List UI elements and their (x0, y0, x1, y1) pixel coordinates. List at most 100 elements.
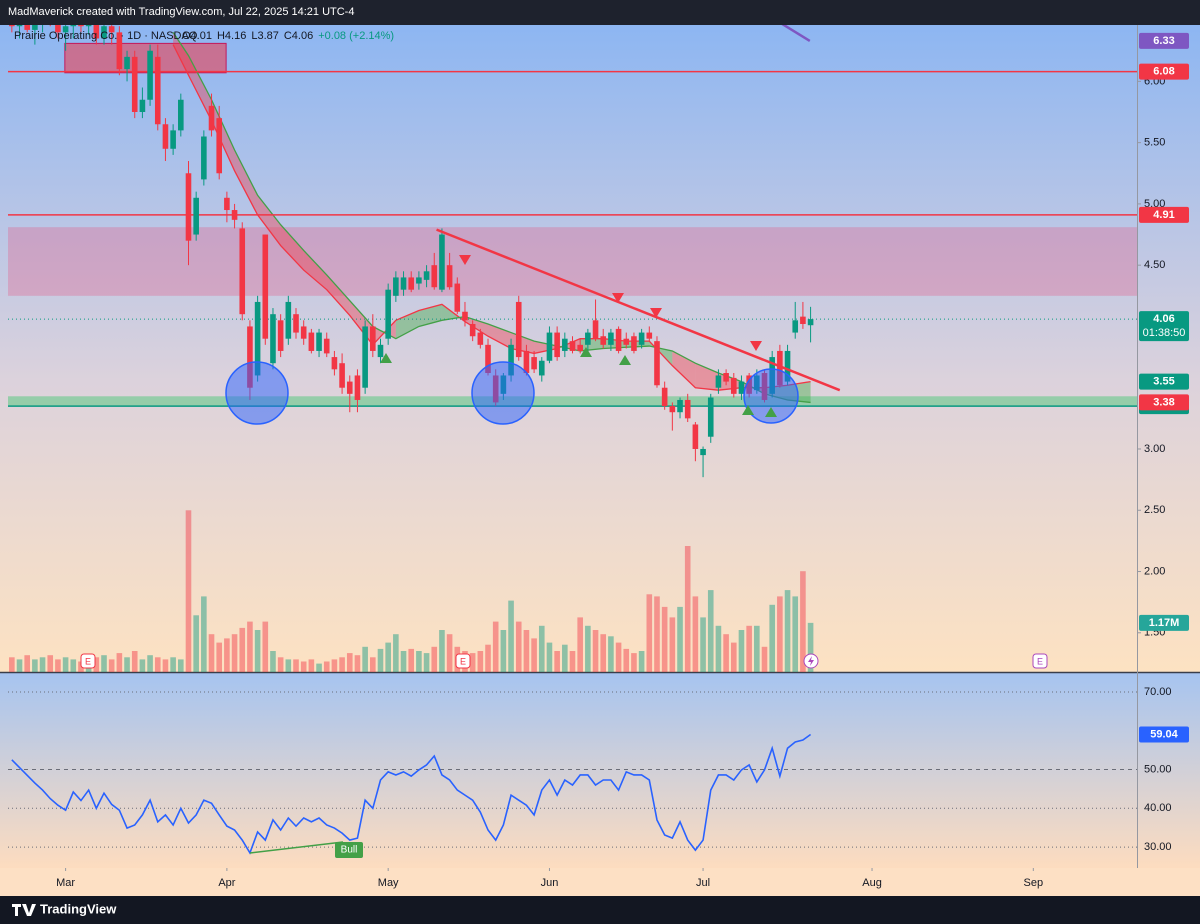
rsi-tick-label: 40.00 (1144, 802, 1172, 814)
candle-body (93, 25, 100, 39)
header-bar (0, 0, 1200, 25)
ribbon-fill (173, 32, 189, 76)
volume-tag (1139, 614, 1189, 631)
candle-body (193, 197, 199, 235)
price-tag (1139, 206, 1189, 223)
volume-bar (285, 659, 292, 672)
volume-bar (723, 634, 729, 672)
sell-signal (650, 308, 662, 318)
fast-ma-tag-label: 3.55 (1153, 375, 1174, 387)
candle-body (638, 332, 645, 345)
axes: Prairie Operating Co. · 1D · NASDAQO4.01… (14, 30, 1189, 889)
volume-bar (270, 651, 276, 672)
volume-bar (362, 646, 368, 672)
buy-signal (380, 353, 392, 363)
candle-body (684, 399, 691, 419)
candle-body (147, 50, 153, 100)
rsi-tag-label: 59.04 (1150, 728, 1178, 740)
volume-bar (201, 596, 207, 672)
last-price-tag-label: 4.06 (1153, 313, 1174, 325)
candle-body (247, 326, 253, 388)
highlight-circle (743, 368, 799, 424)
candle-body (139, 99, 146, 113)
volume-bar (293, 659, 299, 672)
candle-body (131, 56, 138, 113)
candle-body (546, 332, 553, 361)
volume-bar (55, 659, 61, 672)
volume-bar (262, 621, 269, 672)
candle-body (677, 399, 683, 413)
candle-body (562, 338, 568, 351)
ribbon-fill (672, 350, 696, 388)
event-label: E (1037, 656, 1043, 666)
candle-body (807, 319, 814, 326)
candle-body (201, 136, 207, 180)
candle-body (792, 320, 799, 333)
candle-body (700, 448, 706, 456)
candle-body (55, 25, 61, 33)
volume-bar (370, 657, 376, 672)
price-tag (1139, 63, 1189, 80)
candle-body (116, 32, 123, 70)
divergence-label: Bull (341, 845, 358, 856)
candle-body (608, 332, 614, 345)
candle-body (208, 105, 215, 131)
volume-bar (300, 661, 307, 672)
candle-body (592, 320, 599, 339)
rsi-pane (0, 673, 1200, 868)
event-marker (1032, 653, 1048, 669)
candle-body (715, 375, 722, 388)
volume-bar (24, 655, 31, 672)
candle-body (323, 338, 330, 354)
candle-body (308, 332, 315, 351)
volume-bar (554, 651, 560, 672)
candle-body (585, 332, 591, 345)
volume-bar (147, 655, 153, 672)
volume-tag-label: 1.17M (1149, 617, 1180, 629)
candle-body (431, 265, 438, 288)
sell-signal (612, 293, 624, 303)
volume-bar (738, 630, 745, 672)
highlight-circle (471, 361, 535, 425)
candle-body (623, 338, 630, 345)
rsi-tick-label: 70.00 (1144, 686, 1172, 698)
candle-body (577, 344, 583, 351)
candle-body (408, 277, 415, 290)
ribbon-fast-line (172, 44, 811, 391)
candle-body (554, 332, 560, 358)
candle-body (270, 314, 276, 364)
slow-ma-tag-label: 3.38 (1153, 396, 1174, 408)
volume-bar (323, 661, 330, 672)
legend-title: Prairie Operating Co. · 1D · NASDAQ (14, 30, 198, 42)
candle-body (108, 26, 115, 33)
volume-bar (585, 625, 591, 672)
volume-bar (523, 630, 530, 672)
candle-body (78, 25, 84, 27)
volume-bar (446, 634, 453, 672)
candle-body (231, 210, 238, 220)
ribbon-fill (326, 274, 350, 316)
y-tick-label: 5.00 (1144, 198, 1165, 210)
candle-body (631, 336, 637, 351)
sell-signal (459, 255, 471, 265)
countdown: 01:38:50 (1143, 327, 1186, 339)
volume-bar (631, 653, 637, 672)
candle-body (446, 265, 453, 288)
volume-bar (231, 634, 238, 672)
volume-bar (254, 630, 261, 672)
volume-bar (408, 648, 415, 672)
time-axis (0, 868, 1200, 896)
candle-body (124, 56, 130, 70)
sell-signal (750, 341, 762, 351)
divergence-line (249, 841, 344, 854)
candle-body (70, 25, 77, 27)
candle-body (24, 25, 31, 30)
candle-body (730, 377, 737, 394)
event-marker (80, 653, 96, 669)
ribbon-fill (464, 316, 489, 337)
last-price-tag (1139, 311, 1189, 342)
candle-body (439, 234, 445, 290)
legend-value: C4.06 (284, 30, 313, 42)
volume-bar (492, 621, 499, 672)
volume-bar (316, 663, 322, 672)
